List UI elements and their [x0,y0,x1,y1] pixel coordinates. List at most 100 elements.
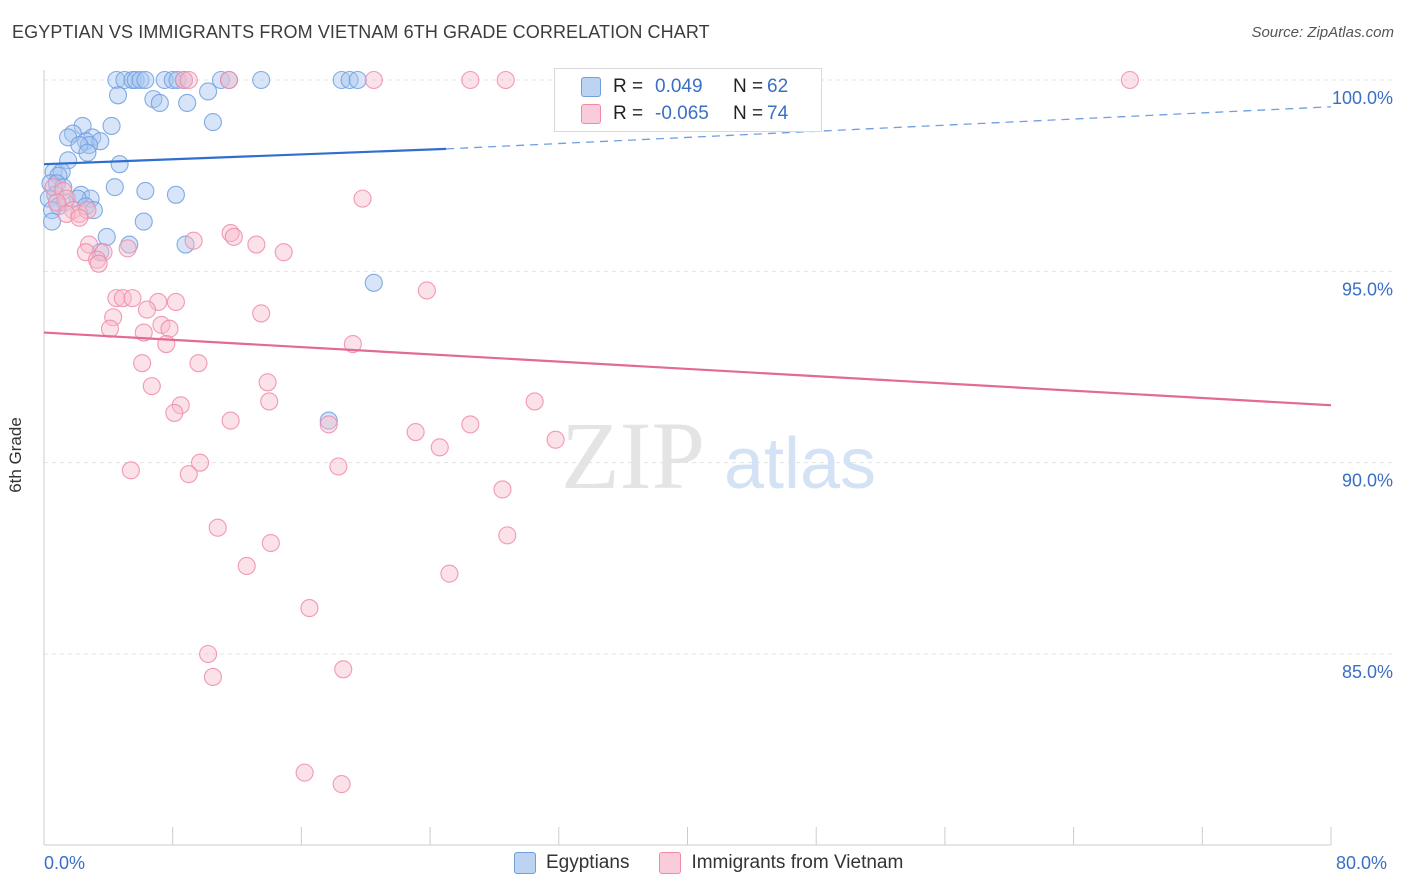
data-point [150,93,169,113]
data-point [364,273,383,292]
y-tick-label: 95.0% [1342,279,1393,299]
data-point [237,556,256,576]
y-tick-label: 90.0% [1342,471,1393,491]
data-point [142,377,161,396]
data-point [89,254,108,273]
data-point [319,415,338,434]
data-point [171,396,190,415]
series-legend-egyptians[interactable]: Egyptians [514,852,629,874]
data-point [110,155,129,174]
data-point [121,461,140,480]
y-tick-label: 85.0% [1342,662,1393,682]
legend-swatch-pink [581,104,601,124]
data-point [261,533,280,553]
legend-row-vietnam: R = -0.065 N = 74 [581,102,788,126]
data-point [94,243,113,262]
data-point [334,660,353,679]
data-point [406,423,425,442]
data-point [498,526,517,545]
data-point [461,415,480,434]
legend-r-label: R = [613,103,644,124]
data-point [137,300,157,319]
watermark-atlas: atlas [724,424,876,504]
data-point [57,189,76,208]
series-legend: Egyptians Immigrants from Vietnam [514,852,933,874]
data-point [343,334,362,354]
data-point [174,70,194,90]
data-point [258,373,277,392]
trend-line [43,147,447,166]
data-point [97,227,116,246]
y-tick-labels: 100.0% 95.0% 90.0% 85.0% [1332,88,1393,682]
x-tick-label-max: 80.0% [1336,853,1388,873]
data-point [1120,70,1139,90]
data-point [219,70,239,90]
chart-title: EGYPTIAN VS IMMIGRANTS FROM VIETNAM 6TH … [12,22,710,42]
data-point [189,354,208,373]
data-point [108,86,128,105]
data-point [430,438,449,457]
legend-swatch-pink [659,852,682,874]
data-point [417,281,436,300]
data-point [178,93,197,113]
legend-n-value: 74 [767,103,789,124]
series-vietnam [44,70,1139,794]
data-point [107,289,126,308]
series-legend-vietnam[interactable]: Immigrants from Vietnam [659,852,903,874]
data-point [184,231,203,250]
data-point [113,289,132,308]
data-point [179,465,198,484]
data-point [252,70,271,90]
y-tick-label: 100.0% [1332,88,1393,108]
source-label: Source: ZipAtlas.com [1251,24,1394,41]
data-point [221,411,240,430]
data-point [274,243,293,262]
data-point [104,308,123,327]
legend-swatch-blue [514,852,536,874]
data-point [70,208,89,227]
data-point [203,667,222,687]
data-point [199,82,218,101]
data-point [131,70,150,90]
legend-n-value: 62 [767,76,789,97]
series-legend-label: Immigrants from Vietnam [691,852,904,873]
data-point [133,354,152,373]
data-point [79,136,99,155]
legend-n-label: N = [733,76,764,97]
data-point [78,143,97,162]
data-point [329,457,348,476]
legend-r-value: 0.049 [655,76,703,97]
data-point [353,189,372,208]
trend-line [43,331,1332,407]
data-point [496,70,515,90]
data-point [546,430,565,449]
data-point [252,304,271,323]
data-point [179,70,198,90]
x-tick-label-min: 0.0% [44,853,86,873]
data-point [84,201,103,220]
data-point [247,235,266,254]
data-point [105,178,124,197]
axes [43,70,1332,846]
y-axis-label: 6th Grade [6,417,25,493]
data-point [199,644,218,664]
data-point [165,403,184,422]
trend-layer [43,106,1332,407]
data-point [440,564,459,583]
data-point [260,392,279,411]
data-point [203,113,222,132]
legend-row-egyptians: R = 0.049 N = 62 [581,75,788,99]
data-point [123,289,142,308]
data-point [190,453,210,472]
data-point [364,70,383,90]
data-point [295,763,314,782]
data-point [166,292,185,311]
data-point [525,392,544,411]
legend-swatch-blue [581,77,601,97]
data-point [348,70,367,90]
data-point [59,151,78,170]
watermark-zip: ZIP [561,402,705,509]
trend-line-extension [446,106,1332,150]
legend-r-value: -0.065 [655,103,709,124]
